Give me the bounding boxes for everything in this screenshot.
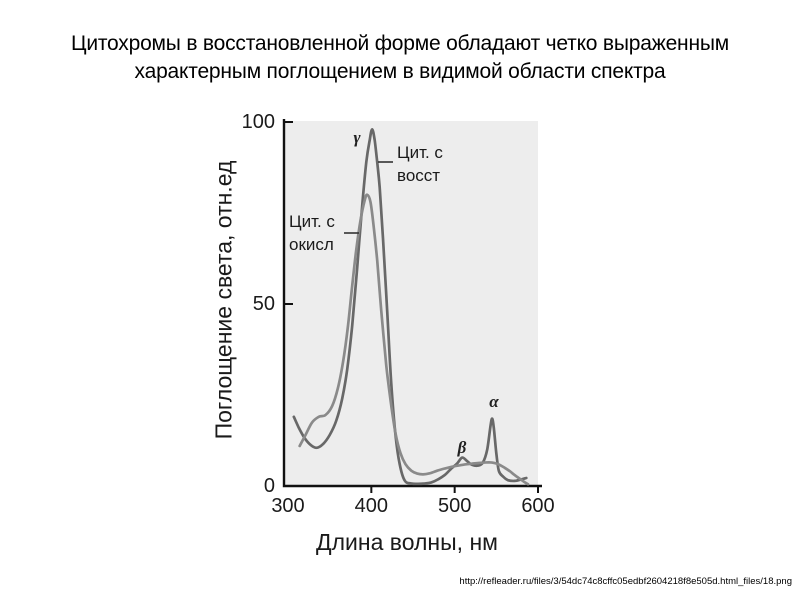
annotation-oxidized-line-2: окисл [289, 235, 334, 254]
annotation-cyt-c-reduced: Цит. с восст [397, 141, 443, 187]
gamma-peak-label: γ [353, 128, 361, 147]
axes [282, 119, 542, 488]
plot-area [285, 121, 538, 486]
x-tick-label: 400 [354, 495, 389, 517]
source-url: http://refleader.ru/files/3/54dc74c8cffc… [459, 576, 792, 587]
annotation-reduced-line-1: Цит. с [397, 143, 443, 162]
y-tick-label: 100 [241, 111, 275, 133]
spectrum-curve-oxidized [298, 193, 530, 486]
annotation-oxidized-line-1: Цит. с [289, 212, 335, 231]
slide-title: Цитохромы в восстановленной форме облада… [0, 30, 800, 86]
beta-peak-label: β [457, 438, 467, 457]
y-tick-label: 0 [263, 475, 275, 497]
x-tick-label: 300 [271, 495, 305, 517]
chart-canvas [282, 119, 542, 493]
title-line-2: характерным поглощением в видимой област… [134, 60, 666, 83]
x-axis-title: Длина волны, нм [316, 529, 498, 555]
alpha-peak-label: α [489, 392, 499, 411]
title-line-1: Цитохромы в восстановленной форме облада… [71, 32, 729, 55]
absorption-spectra-chart: Поглощение света, отн.ед Длина волны, нм… [195, 105, 565, 575]
spectrum-curve-reduced [292, 127, 528, 486]
x-tick-label: 500 [437, 495, 472, 517]
annotation-reduced-line-2: восст [397, 166, 441, 185]
x-tick-label: 600 [521, 495, 555, 517]
y-tick-label: 50 [252, 293, 275, 315]
annotation-cyt-c-oxidized: Цит. с окисл [289, 210, 335, 256]
